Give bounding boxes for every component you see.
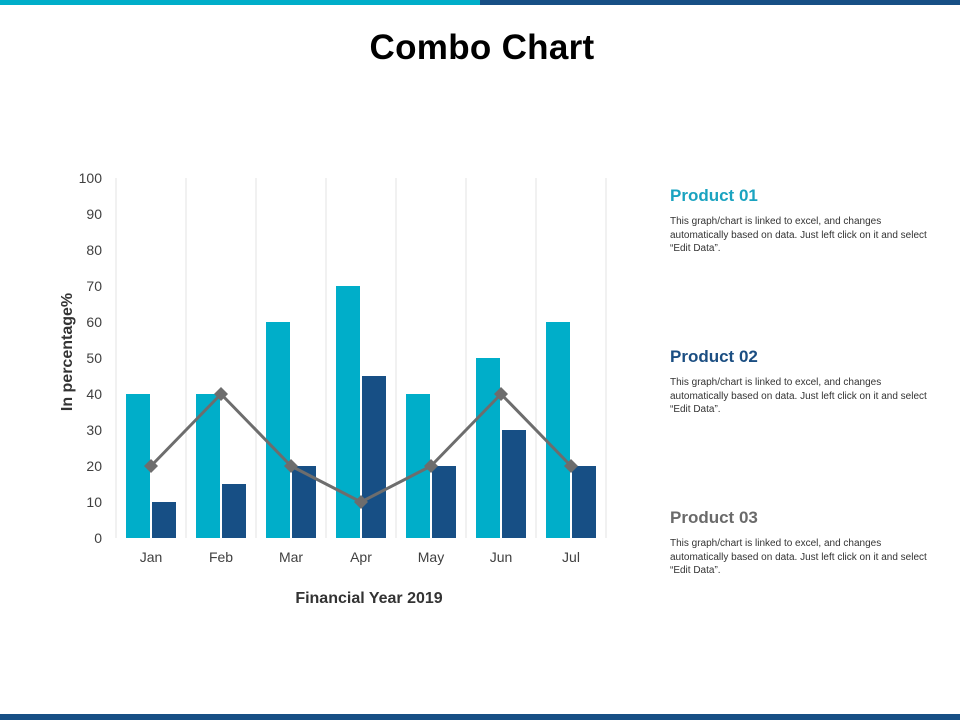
y-tick-label: 60 [86,314,102,330]
y-tick-label: 50 [86,350,102,366]
product-03-title: Product 03 [670,508,758,527]
marker-diamond-may [424,459,438,473]
marker-diamond-feb [214,387,228,401]
chart-bars [126,286,596,538]
x-tick-label: May [418,549,444,565]
bar-product-02-apr [362,376,386,538]
y-tick-label: 100 [79,170,103,186]
product-02-description: This graph/chart is linked to excel, and… [670,377,927,415]
chart-gridlines [115,178,607,538]
bar-product-02-jan [152,502,176,538]
chart-y-tick-labels: 0 10 20 30 40 50 60 70 80 90 100 [79,170,103,546]
page-title: Combo Chart [369,28,595,67]
product-01-title: Product 01 [670,186,758,205]
y-tick-label: 90 [86,206,102,222]
top-accent-bar-navy [480,0,960,5]
marker-diamond-jun [494,387,508,401]
chart-line-series [144,387,578,509]
bar-product-01-jul [546,322,570,538]
bar-product-01-feb [196,394,220,538]
y-tick-label: 30 [86,422,102,438]
y-tick-label: 20 [86,458,102,474]
marker-diamond-jul [564,459,578,473]
y-tick-label: 70 [86,278,102,294]
y-tick-label: 0 [94,530,102,546]
y-tick-label: 10 [86,494,102,510]
y-tick-label: 40 [86,386,102,402]
bar-product-02-may [432,466,456,538]
product-03-block: Product 03 This graph/chart is linked to… [670,508,940,578]
bar-product-02-jun [502,430,526,538]
x-tick-label: Jun [490,549,513,565]
x-tick-label: Mar [279,549,303,565]
bar-product-01-jun [476,358,500,538]
bar-product-02-jul [572,466,596,538]
product-02-title: Product 02 [670,347,758,366]
marker-diamond-apr [354,495,368,509]
product-02-block: Product 02 This graph/chart is linked to… [670,347,940,417]
marker-diamond-jan [144,459,158,473]
product-01-block: Product 01 This graph/chart is linked to… [670,186,940,256]
x-axis-label: Financial Year 2019 [295,590,442,607]
chart-x-tick-labels: Jan Feb Mar Apr May Jun Jul [140,549,580,565]
x-tick-label: Apr [350,549,372,565]
bottom-accent-bar [0,714,960,720]
y-axis-label: In percentage% [59,293,76,411]
y-tick-label: 80 [86,242,102,258]
marker-diamond-mar [284,459,298,473]
x-tick-label: Feb [209,549,233,565]
product-01-description: This graph/chart is linked to excel, and… [670,216,927,254]
x-tick-label: Jan [140,549,163,565]
x-tick-label: Jul [562,549,580,565]
product-03-description: This graph/chart is linked to excel, and… [670,538,927,576]
top-accent-bar-cyan [0,0,480,5]
bar-product-01-mar [266,322,290,538]
bar-product-02-feb [222,484,246,538]
